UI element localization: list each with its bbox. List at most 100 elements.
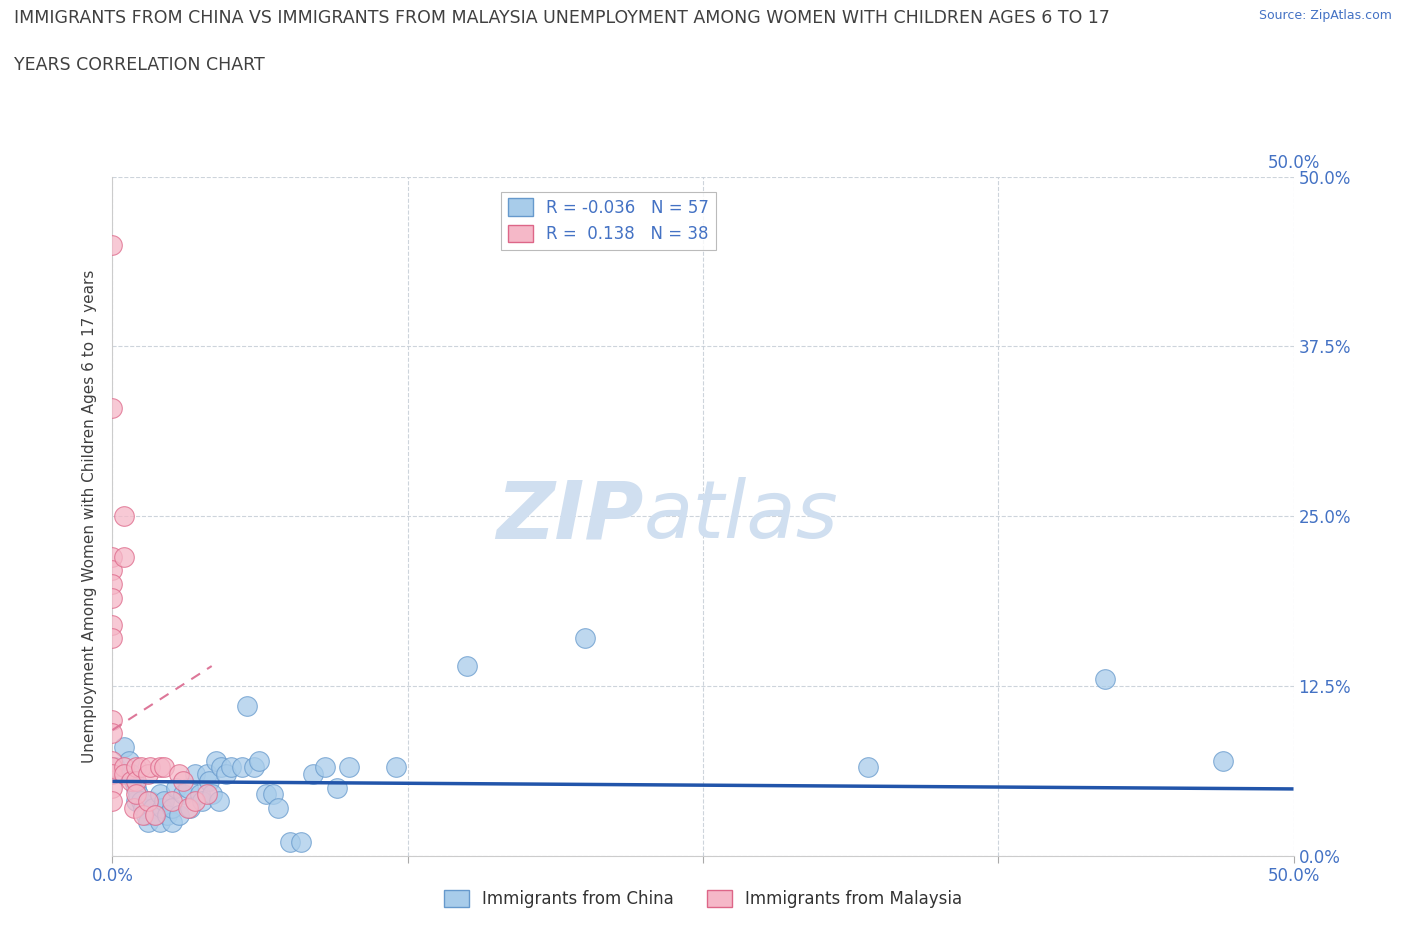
Text: YEARS CORRELATION CHART: YEARS CORRELATION CHART	[14, 56, 264, 73]
Point	[195, 766, 218, 781]
Point	[201, 787, 224, 802]
Text: Source: ZipAtlas.com: Source: ZipAtlas.com	[1258, 9, 1392, 22]
Point	[179, 801, 201, 816]
Point	[118, 753, 141, 768]
Text: IMMIGRANTS FROM CHINA VS IMMIGRANTS FROM MALAYSIA UNEMPLOYMENT AMONG WOMEN WITH : IMMIGRANTS FROM CHINA VS IMMIGRANTS FROM…	[14, 9, 1109, 27]
Text: ZIP: ZIP	[496, 477, 644, 555]
Point	[195, 787, 218, 802]
Point	[188, 787, 211, 802]
Point	[160, 794, 183, 809]
Point	[208, 794, 231, 809]
Point	[456, 658, 478, 673]
Point	[136, 766, 159, 781]
Point	[136, 815, 159, 830]
Point	[243, 760, 266, 775]
Point	[177, 780, 200, 795]
Point	[125, 787, 148, 802]
Point	[337, 760, 360, 775]
Point	[142, 801, 165, 816]
Point	[160, 801, 183, 816]
Point	[125, 780, 148, 795]
Point	[101, 577, 124, 591]
Point	[219, 760, 242, 775]
Point	[153, 760, 176, 775]
Point	[184, 794, 207, 809]
Point	[153, 794, 176, 809]
Legend: Immigrants from China, Immigrants from Malaysia: Immigrants from China, Immigrants from M…	[437, 884, 969, 915]
Point	[112, 550, 135, 565]
Point	[172, 787, 194, 802]
Point	[101, 550, 124, 565]
Point	[149, 787, 172, 802]
Point	[101, 780, 124, 795]
Point	[156, 807, 179, 822]
Point	[112, 739, 135, 754]
Point	[125, 760, 148, 775]
Point	[191, 794, 214, 809]
Point	[231, 760, 253, 775]
Point	[132, 807, 155, 822]
Point	[112, 766, 135, 781]
Point	[101, 400, 124, 415]
Point	[101, 760, 124, 775]
Point	[149, 815, 172, 830]
Point	[574, 631, 596, 645]
Point	[101, 753, 124, 768]
Point	[858, 760, 880, 775]
Point	[101, 631, 124, 645]
Point	[101, 712, 124, 727]
Point	[129, 794, 152, 809]
Point	[205, 753, 228, 768]
Point	[112, 760, 135, 775]
Point	[290, 834, 312, 849]
Point	[167, 807, 190, 822]
Point	[129, 760, 152, 775]
Point	[127, 787, 149, 802]
Point	[101, 618, 124, 632]
Point	[101, 237, 124, 252]
Point	[125, 794, 148, 809]
Point	[122, 801, 145, 816]
Point	[101, 794, 124, 809]
Point	[236, 698, 259, 713]
Point	[167, 766, 190, 781]
Point	[262, 787, 284, 802]
Point	[184, 766, 207, 781]
Point	[254, 787, 277, 802]
Y-axis label: Unemployment Among Women with Children Ages 6 to 17 years: Unemployment Among Women with Children A…	[82, 270, 97, 763]
Point	[302, 766, 325, 781]
Point	[135, 807, 157, 822]
Point	[101, 591, 124, 605]
Point	[101, 726, 124, 741]
Point	[120, 766, 142, 781]
Point	[165, 780, 187, 795]
Point	[247, 753, 270, 768]
Point	[267, 801, 290, 816]
Point	[120, 774, 142, 789]
Point	[143, 807, 166, 822]
Point	[122, 774, 145, 789]
Point	[112, 509, 135, 524]
Text: atlas: atlas	[644, 477, 839, 555]
Point	[172, 774, 194, 789]
Point	[143, 807, 166, 822]
Point	[132, 801, 155, 816]
Point	[326, 780, 349, 795]
Point	[314, 760, 336, 775]
Point	[160, 815, 183, 830]
Point	[1212, 753, 1234, 768]
Point	[385, 760, 408, 775]
Point	[101, 766, 124, 781]
Point	[215, 766, 238, 781]
Point	[139, 760, 162, 775]
Point	[149, 760, 172, 775]
Point	[198, 774, 221, 789]
Point	[125, 774, 148, 789]
Point	[139, 794, 162, 809]
Point	[150, 801, 173, 816]
Point	[136, 794, 159, 809]
Point	[209, 760, 232, 775]
Point	[1094, 671, 1116, 686]
Point	[177, 801, 200, 816]
Point	[104, 760, 127, 775]
